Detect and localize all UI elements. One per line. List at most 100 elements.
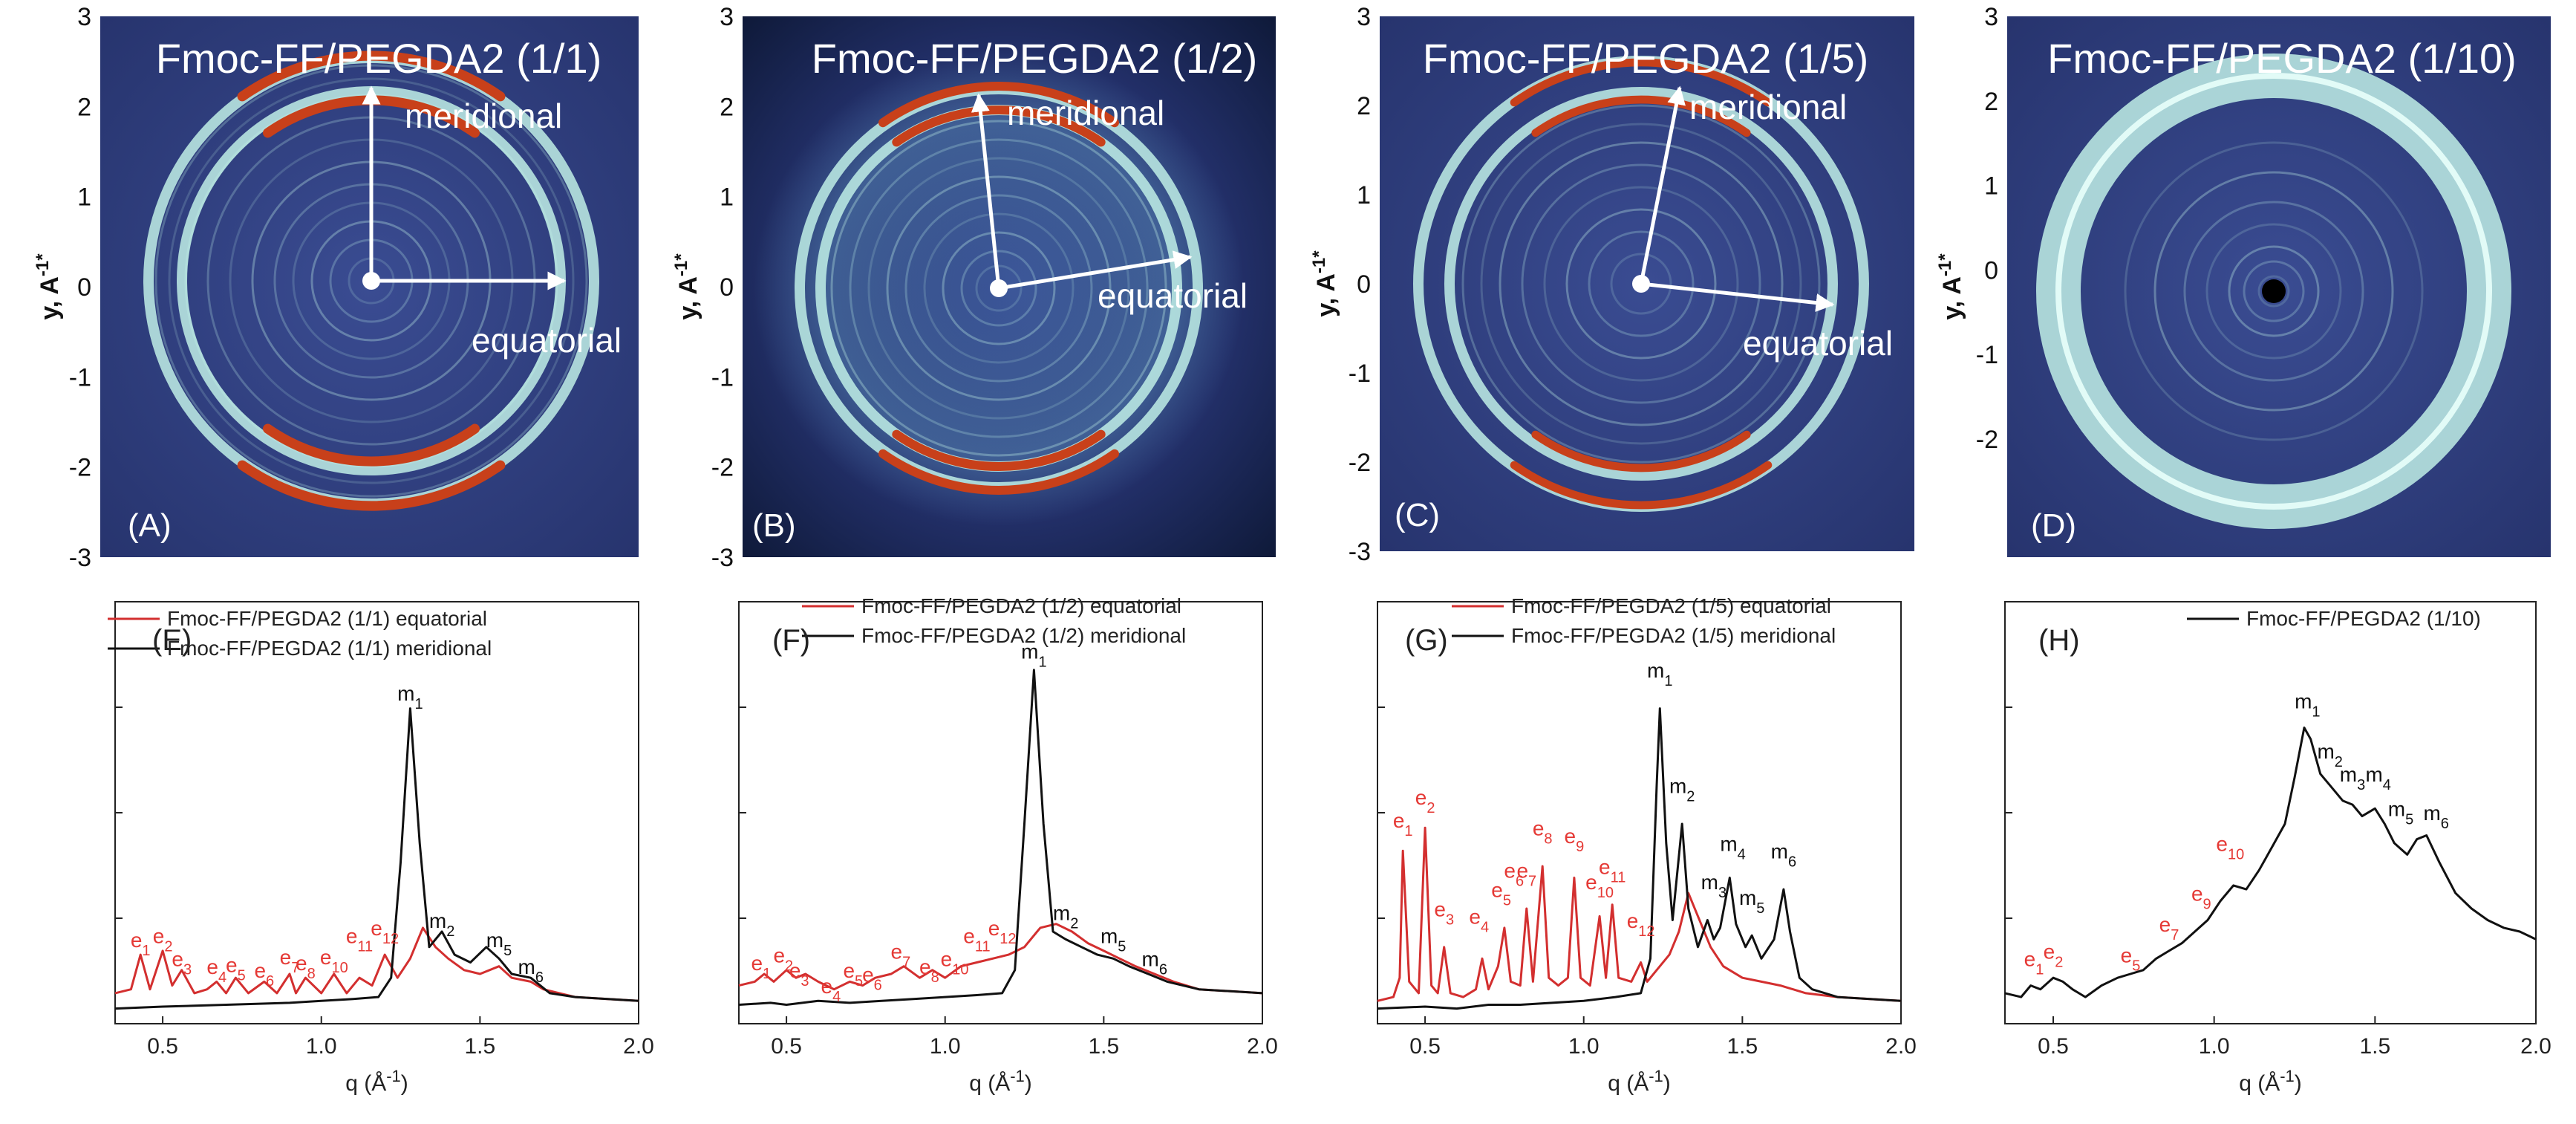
- peak-label-index: 4: [2383, 777, 2391, 793]
- series-line-meridional: [114, 707, 639, 1010]
- y-tick-label: 2: [77, 93, 91, 121]
- peak-label-index: 11: [357, 939, 373, 955]
- faint-ring: [867, 157, 1130, 420]
- y-tick-label: -3: [711, 544, 734, 572]
- y-tick-label: -1: [711, 363, 734, 392]
- series-line-fmoc-ff-pegda2-1-10-: [2004, 727, 2537, 998]
- peak-label-index: 2: [1070, 916, 1078, 932]
- peak-label-index: 3: [1718, 885, 1726, 901]
- faint-ring: [1499, 141, 1784, 426]
- x-axis-close: ): [1025, 1071, 1032, 1096]
- peak-label-index: 8: [307, 966, 316, 982]
- y-tick-label: 1: [1357, 181, 1371, 209]
- panel-label: (G): [1405, 624, 1448, 657]
- panel-label-b: (B): [752, 507, 796, 544]
- peak-label: e12: [1627, 909, 1655, 940]
- x-axis-label: q (Å-1): [345, 1067, 408, 1097]
- peak-label-index: 10: [2228, 846, 2244, 863]
- meridional-arc-top: [1510, 58, 1773, 107]
- peak-label: e3: [172, 948, 192, 978]
- faint-ring: [168, 77, 575, 484]
- peak-label-index: 4: [832, 989, 841, 1005]
- x-tick-label: 1.5: [465, 1034, 496, 1059]
- peak-label: e6: [862, 963, 882, 993]
- meridional-label-c: meridional: [1689, 88, 1847, 126]
- x-tick-label: 0.5: [1409, 1034, 1441, 1059]
- y-tick-label: 0: [1984, 256, 1998, 285]
- pattern-panel-b: Fmoc-FF/PEGDA2 (1/2) (B) meridional equa…: [743, 16, 1276, 557]
- x-axis-exponent: -1: [386, 1067, 401, 1085]
- main-ring: [1444, 87, 1838, 481]
- y-tick-label: -2: [69, 454, 91, 482]
- y-tick-label: 2: [720, 93, 734, 121]
- peak-label-index: 1: [142, 943, 150, 959]
- peak-label-index: 10: [1597, 885, 1614, 901]
- main-ring-core: [2055, 73, 2492, 510]
- peak-label-index: 3: [2357, 777, 2365, 793]
- peak-label: e3: [1434, 897, 1454, 928]
- y-axis-label: y, A-1*: [33, 253, 65, 320]
- y-axis-exponent: -1*: [671, 253, 691, 276]
- faint-ring: [960, 250, 1037, 327]
- y-tick-label: 2: [1984, 88, 1998, 116]
- peak-label-index: 2: [785, 958, 793, 974]
- peak-label-index: 6: [535, 969, 544, 986]
- legend-entry: Fmoc-FF/PEGDA2 (1/2) meridional: [861, 624, 1186, 647]
- faint-ring: [2243, 260, 2305, 322]
- peak-label-index: 5: [2132, 958, 2140, 974]
- peak-label-index: 8: [931, 969, 939, 986]
- peak-label: m1: [1647, 659, 1672, 689]
- equatorial-label-a: equatorial: [472, 321, 622, 360]
- peak-label-index: 5: [855, 973, 863, 990]
- faint-ring: [154, 64, 588, 498]
- peak-label-index: 12: [382, 931, 399, 947]
- legend-entry: Fmoc-FF/PEGDA2 (1/2) equatorial: [861, 594, 1181, 617]
- diffraction-rings-d: [2036, 53, 2511, 529]
- y-axis-label: y, A-1*: [1935, 253, 1967, 320]
- peak-label-index: 8: [1544, 831, 1552, 848]
- y-tick-label: -2: [1976, 426, 1998, 454]
- peak-label-index: 2: [2335, 754, 2343, 770]
- peak-label-index: 9: [1576, 839, 1584, 855]
- x-tick-label: 0.5: [147, 1034, 178, 1059]
- y-tick-label: 3: [77, 3, 91, 31]
- y-axis-label: y, A-1*: [671, 253, 703, 320]
- x-tick-label: 2.0: [1247, 1034, 1278, 1059]
- peak-label: e8: [1533, 817, 1553, 848]
- peak-label: e1: [1393, 809, 1413, 839]
- faint-ring: [2205, 223, 2342, 360]
- profile-chart-f: 0.5 1.0 1.5 2.0 q (Å-1) Fmoc-FF/PEGDA2 (1/2) …: [738, 594, 1278, 1097]
- legend-entry: Fmoc-FF/PEGDA2 (1/1) equatorial: [167, 607, 487, 630]
- peak-label-index: 5: [1118, 939, 1126, 955]
- meridional-arrow-c: [1639, 85, 1686, 285]
- equatorial-arrow-b: [998, 250, 1193, 290]
- peak-label-index: 6: [1788, 854, 1796, 871]
- y-tick-label: 0: [1357, 270, 1371, 299]
- peak-label: e12: [371, 917, 399, 947]
- equatorial-label-c: equatorial: [1743, 324, 1893, 363]
- peak-label: m2: [429, 909, 454, 940]
- peak-label: m4: [2365, 763, 2390, 793]
- pattern-y-axes: 3 2 1 0 -1 -2 -3 y, A-1* 3 2 1 0 -1 -2 -3 y, A-1* 3 2 1 0 -1…: [33, 3, 1999, 572]
- peak-label: e10: [941, 948, 969, 978]
- x-axis-close: ): [1663, 1071, 1671, 1096]
- x-axis-label: q (Å-1): [969, 1067, 1032, 1097]
- faint-ring: [1521, 163, 1761, 404]
- meridional-arc-top: [1531, 95, 1751, 137]
- x-tick-label: 0.5: [771, 1034, 802, 1059]
- faint-ring: [2257, 275, 2290, 308]
- meridional-label-a: meridional: [405, 97, 562, 135]
- peak-label-index: 2: [1686, 789, 1695, 805]
- peak-label-index: 10: [952, 962, 968, 978]
- faint-ring: [2183, 201, 2364, 382]
- meridional-arc-bottom: [237, 460, 506, 511]
- peak-label-index: 6: [2441, 816, 2449, 832]
- faint-ring: [2153, 171, 2394, 412]
- y-tick-label: -1: [1976, 341, 1998, 369]
- legend-entry: Fmoc-FF/PEGDA2 (1/10): [2246, 607, 2481, 630]
- pattern-panel-a: Fmoc-FF/PEGDA2 (1/1) (A) meridional equa…: [100, 16, 639, 557]
- peak-label: e9: [2191, 883, 2211, 913]
- peak-label: e11: [1599, 855, 1626, 886]
- panel-title-b: Fmoc-FF/PEGDA2 (1/2): [812, 35, 1258, 82]
- panel-label-c: (C): [1395, 497, 1440, 533]
